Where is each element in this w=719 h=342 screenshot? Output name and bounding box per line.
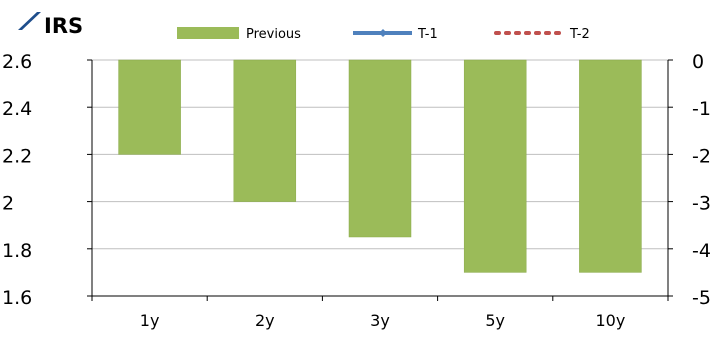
chart-title: IRS [44, 14, 83, 38]
y2-tick-label: -3 [692, 193, 711, 215]
x-tick-label: 5y [485, 311, 505, 330]
y-tick-label: 2.4 [2, 98, 32, 120]
bar-2y [233, 59, 297, 202]
y2-tick-label: -2 [692, 145, 711, 167]
legend-label-t2: T-2 [569, 27, 590, 42]
x-tick-label: 10y [595, 311, 625, 330]
title-icon [18, 12, 41, 30]
y2-tick-label: -1 [692, 98, 711, 120]
title-group: IRS [18, 12, 83, 38]
legend-label-t1: T-1 [417, 27, 438, 42]
y2-tick-label: -4 [692, 240, 711, 262]
y-tick-label: 1.8 [2, 240, 32, 262]
legend-label-previous: Previous [246, 27, 301, 42]
legend-marker-t1 [379, 29, 387, 37]
y2-tick-label: -5 [692, 287, 711, 309]
y-tick-label: 1.6 [2, 287, 32, 309]
bar-3y [348, 59, 412, 238]
legend-swatch-previous [177, 27, 239, 39]
x-tick-label: 2y [255, 311, 275, 330]
x-tick-label: 1y [140, 311, 160, 330]
x-tick-label: 3y [370, 311, 390, 330]
y-tick-label: 2.2 [2, 145, 32, 167]
bar-5y [463, 59, 527, 273]
y2-tick-label: 0 [692, 51, 704, 73]
legend: Previous T-1 T-2 [177, 27, 590, 42]
plot-area: 2.6 2.4 2.2 2 1.8 1.6 0 -1 -2 -3 -4 -5 1y 2y 3y 5y 10y [2, 51, 711, 330]
bar-10y [579, 59, 642, 273]
y-tick-label: 2.6 [2, 51, 32, 73]
y-tick-label: 2 [2, 193, 14, 215]
bar-1y [118, 59, 181, 155]
